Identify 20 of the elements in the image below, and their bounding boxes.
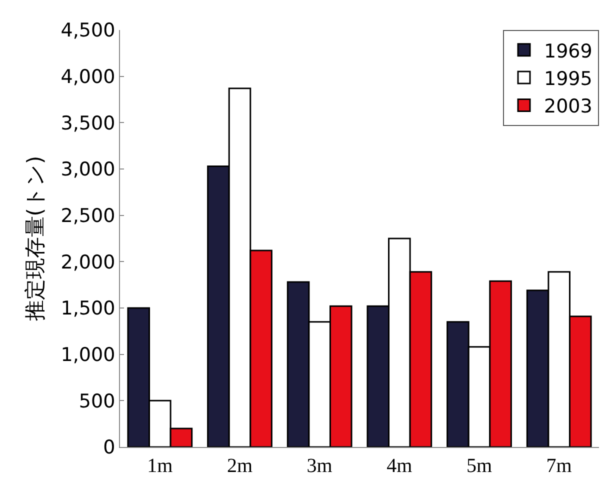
- y-tick-label: 2,500: [60, 204, 116, 227]
- x-tick-label: 1m: [147, 455, 174, 477]
- y-tick-label: 3,000: [60, 158, 116, 181]
- y-tick-label: 1,000: [60, 344, 116, 366]
- x-tick-label: 3m: [306, 455, 333, 477]
- y-tick-label: 2,000: [60, 251, 116, 274]
- x-tick-label: 7m: [546, 455, 572, 477]
- y-tick-label: 1,500: [60, 298, 116, 320]
- x-tick-label: 2m: [226, 455, 253, 477]
- legend-label: 1995: [544, 68, 592, 90]
- x-tick-label: 5m: [466, 455, 492, 477]
- legend-label: 2003: [544, 96, 592, 118]
- y-tick-label: 4,000: [60, 66, 116, 88]
- y-tick-label: 4,500: [60, 20, 116, 42]
- y-axis-title: 推定現存量(トン): [22, 156, 47, 322]
- y-tick-label: 500: [78, 390, 116, 412]
- legend-label: 1969: [544, 40, 592, 62]
- y-tick-label: 3,500: [60, 112, 116, 134]
- x-tick-label: 4m: [386, 455, 413, 477]
- y-tick-label: 0: [103, 436, 116, 459]
